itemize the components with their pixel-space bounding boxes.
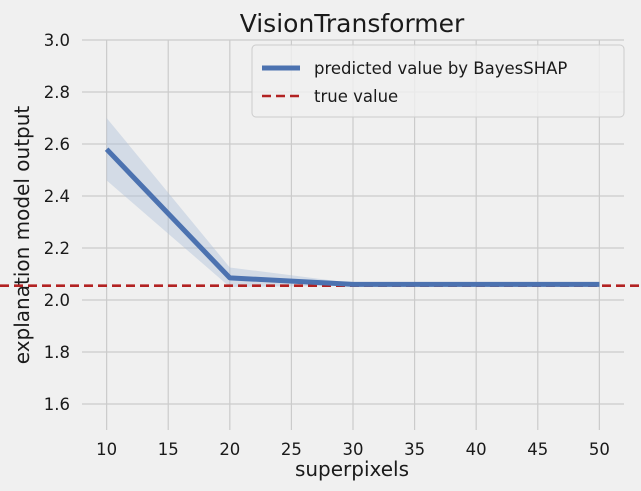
x-tick-label: 30 — [343, 440, 364, 459]
x-tick-label: 10 — [96, 440, 117, 459]
x-tick-labels: 10 15 20 25 30 35 40 45 50 — [96, 440, 610, 459]
y-tick-label: 2.2 — [44, 239, 70, 258]
x-axis-label: superpixels — [295, 457, 409, 481]
y-tick-label: 2.6 — [44, 135, 70, 154]
y-tick-label: 2.0 — [44, 291, 70, 310]
x-tick-label: 40 — [466, 440, 487, 459]
y-tick-label: 2.4 — [44, 187, 70, 206]
y-axis-label: explanation model output — [10, 106, 34, 365]
x-tick-label: 25 — [281, 440, 302, 459]
x-tick-label: 35 — [404, 440, 425, 459]
y-tick-label: 3.0 — [44, 31, 70, 50]
x-tick-label: 45 — [527, 440, 548, 459]
chart-title: VisionTransformer — [240, 9, 465, 38]
legend: predicted value by BayesSHAP true value — [251, 44, 625, 118]
legend-label-true-value: true value — [314, 87, 398, 106]
predicted-value-line — [104, 147, 600, 287]
legend-label-predicted: predicted value by BayesSHAP — [314, 59, 567, 78]
x-tick-label: 15 — [158, 440, 179, 459]
x-tick-label: 20 — [219, 440, 240, 459]
x-tick-label: 50 — [589, 440, 610, 459]
y-tick-labels: 1.6 1.8 2.0 2.2 2.4 2.6 2.8 3.0 — [44, 31, 70, 414]
y-tick-label: 1.8 — [44, 343, 70, 362]
y-tick-label: 2.8 — [44, 83, 70, 102]
legend-box — [251, 44, 625, 118]
predicted-line-layer — [104, 147, 600, 287]
y-tick-label: 1.6 — [44, 395, 70, 414]
